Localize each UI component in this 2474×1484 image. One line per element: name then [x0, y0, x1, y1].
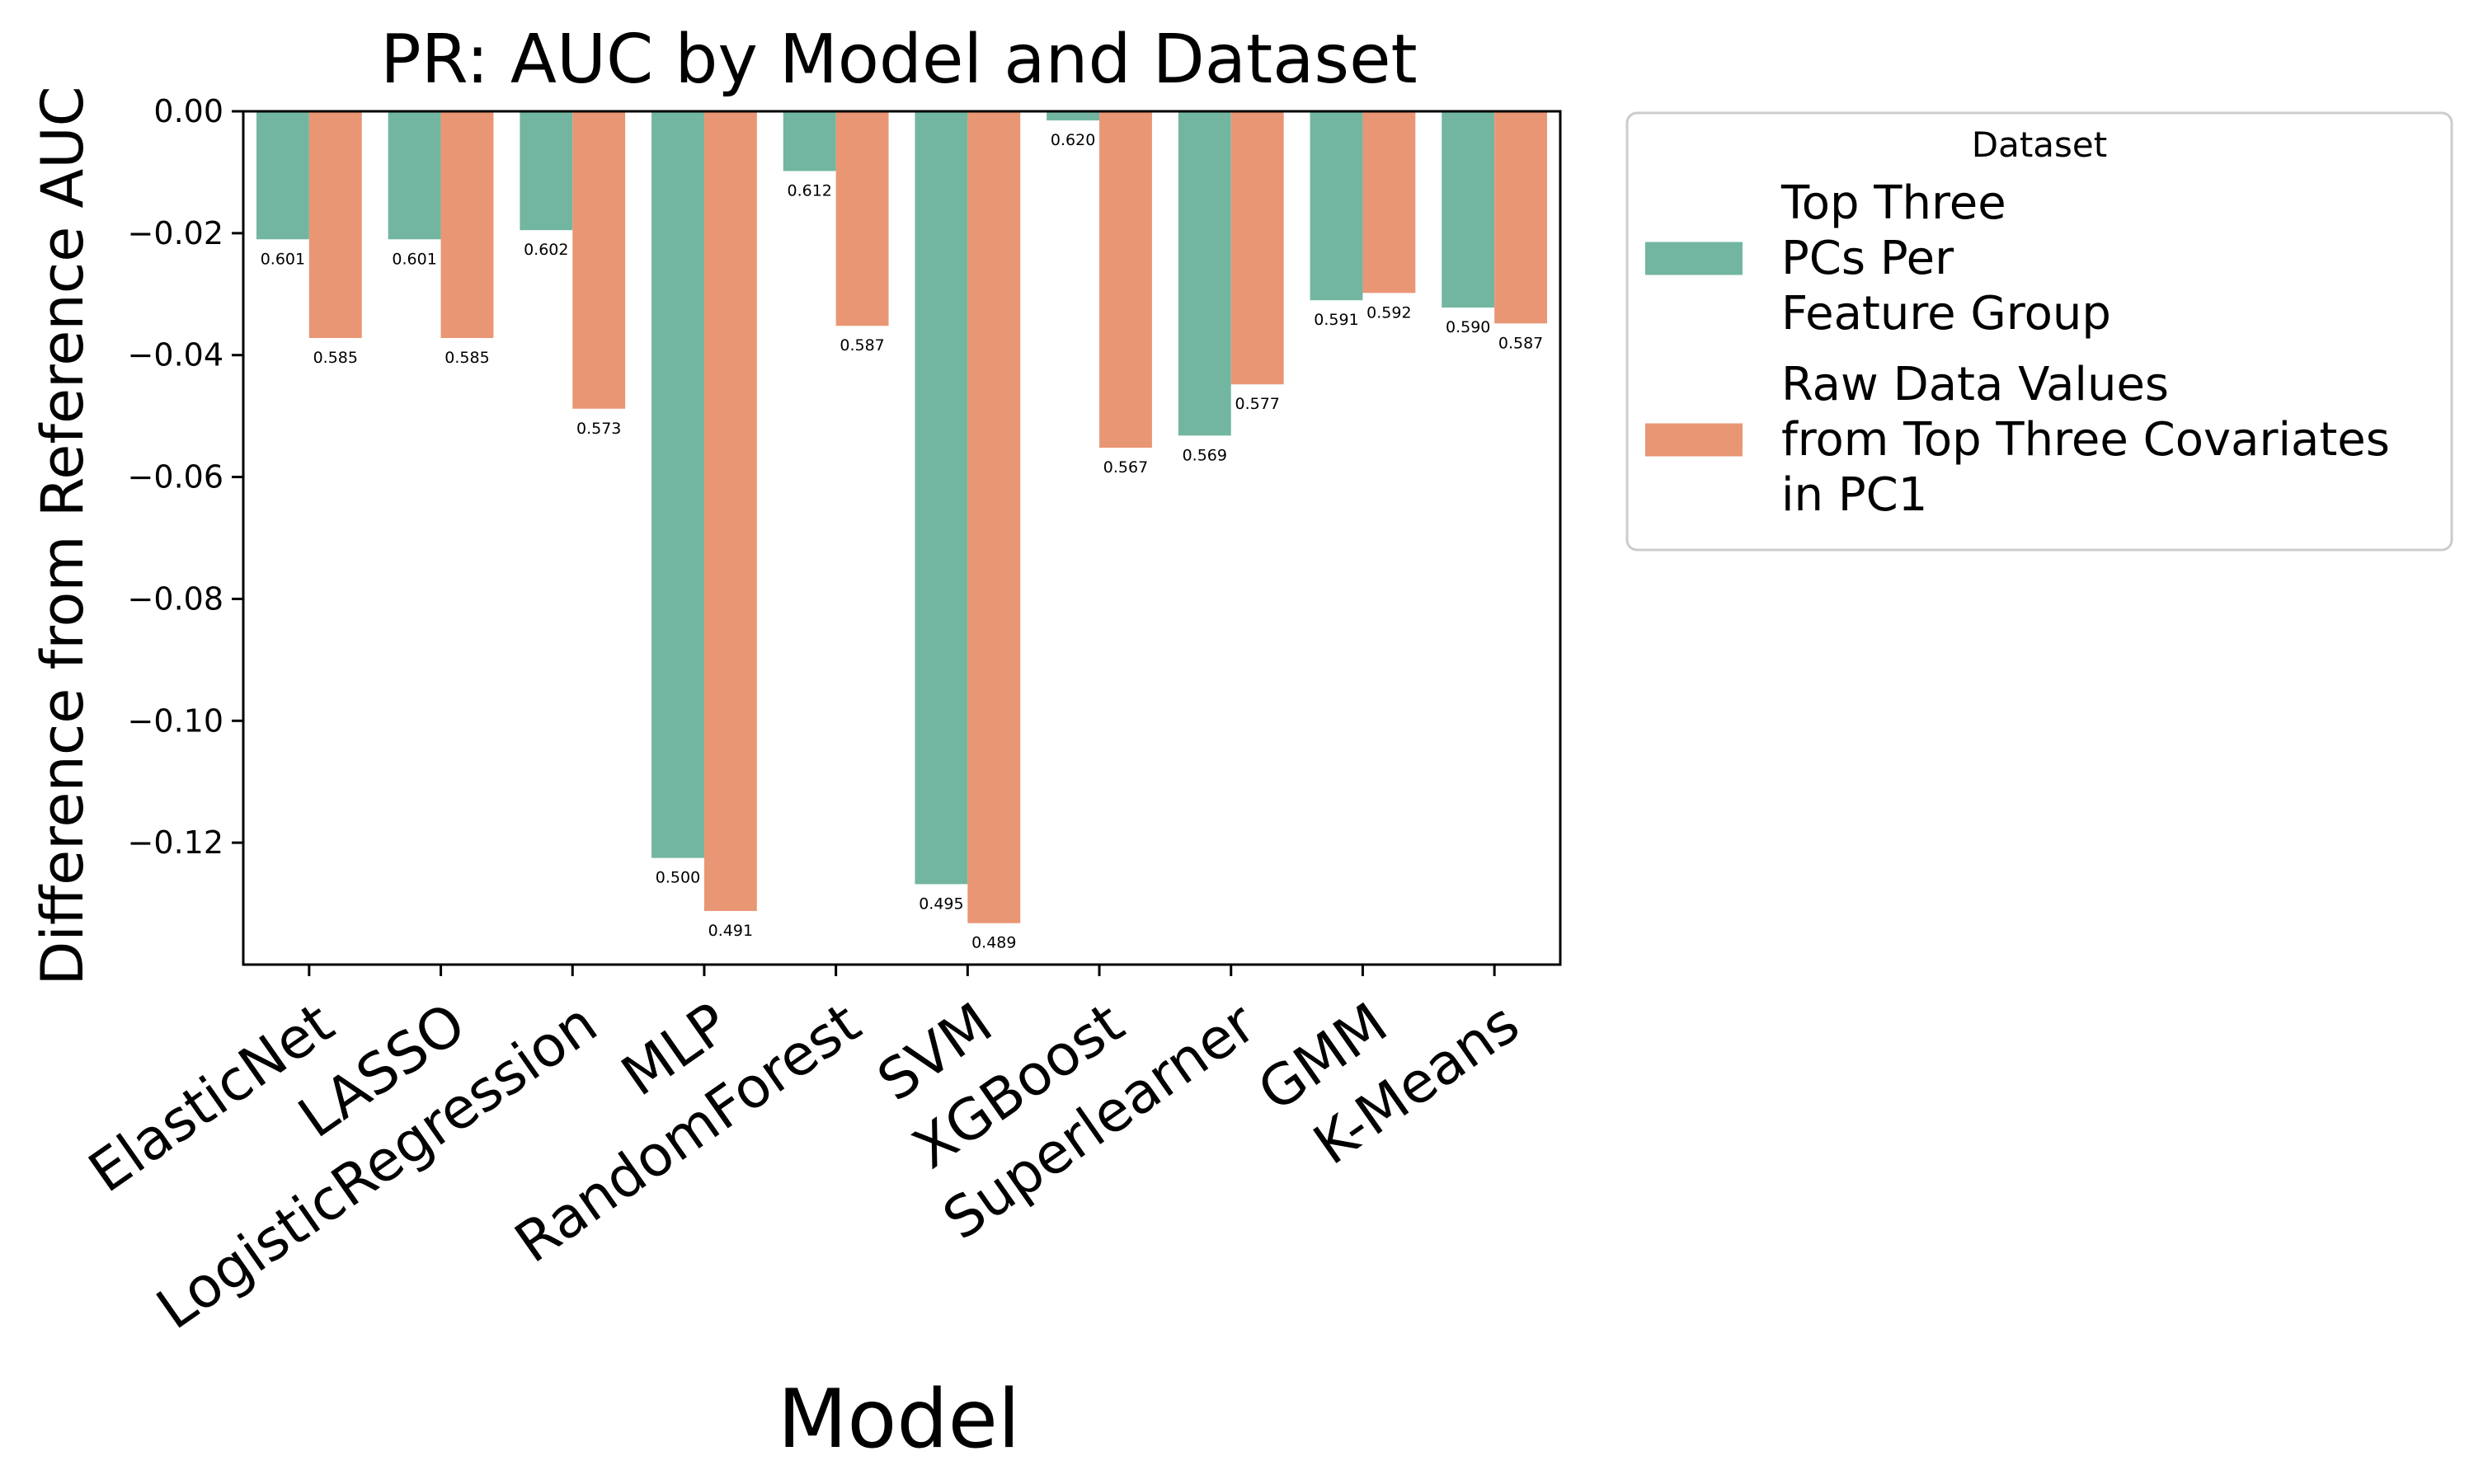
- bar-series2: [835, 111, 889, 326]
- bar-value-label: 0.601: [261, 250, 305, 268]
- bar-value-label: 0.620: [1051, 131, 1095, 149]
- bar-series1: [651, 111, 704, 858]
- bar-series2: [572, 111, 626, 409]
- bar-value-label: 0.577: [1235, 395, 1279, 413]
- bar-value-label: 0.569: [1183, 446, 1227, 464]
- bar-series1: [915, 111, 968, 885]
- bar-series2: [1099, 111, 1152, 448]
- bar-value-label: 0.590: [1446, 318, 1490, 336]
- plot-area: 0.601 0.601 0.602 0.500 0.612 0.495 0.620 0.569…: [78, 93, 1562, 1342]
- bars: [256, 111, 1548, 923]
- plot-frame: [242, 110, 1562, 966]
- bar-value-label: 0.573: [576, 420, 621, 438]
- bar-value-label: 0.489: [971, 934, 1016, 952]
- bar-value-label: 0.601: [392, 250, 436, 268]
- bar-series2: [1362, 111, 1416, 294]
- bar-series1: [388, 111, 441, 240]
- legend-swatch: [1645, 242, 1743, 275]
- y-tick-label: −0.10: [128, 702, 223, 739]
- bar-value-label: 0.585: [313, 349, 358, 367]
- bar-series2: [967, 111, 1021, 923]
- bar-series2: [308, 111, 362, 339]
- bar-labels: 0.601 0.601 0.602 0.500 0.612 0.495 0.620 0.569…: [261, 131, 1544, 952]
- y-tick-label: −0.08: [128, 580, 223, 617]
- legend: Dataset Top Three PCs Per Feature Group Raw…: [1625, 111, 2453, 552]
- legend-label: Top Three PCs Per Feature Group: [1780, 176, 2111, 340]
- bar-value-label: 0.602: [524, 241, 568, 259]
- bar-value-label: 0.591: [1314, 311, 1358, 329]
- bar-series1: [1442, 111, 1495, 308]
- bar-value-label: 0.587: [840, 336, 884, 355]
- y-tick-label: −0.06: [128, 459, 223, 495]
- bar-value-label: 0.491: [708, 922, 753, 940]
- legend-swatch: [1645, 423, 1743, 457]
- bar-value-label: 0.587: [1498, 334, 1543, 352]
- y-tick-label: −0.02: [128, 215, 223, 251]
- bar-value-label: 0.495: [919, 895, 963, 913]
- bar-series1: [520, 111, 573, 231]
- y-tick-label: 0.00: [153, 93, 223, 129]
- bar-value-label: 0.567: [1103, 458, 1148, 477]
- bar-value-label: 0.500: [656, 869, 700, 887]
- bar-series2: [703, 111, 757, 911]
- bar-series1: [783, 111, 836, 171]
- y-axis: 0.00 −0.02 −0.04 −0.06 −0.08 −0.10 −0.12: [128, 93, 243, 861]
- y-tick-label: −0.04: [128, 337, 223, 373]
- bar-value-label: 0.592: [1366, 303, 1411, 322]
- bar-series2: [440, 111, 494, 339]
- bar-series1: [1310, 111, 1363, 301]
- x-axis-label: Model: [778, 1373, 1020, 1467]
- legend-title: Dataset: [1972, 124, 2107, 165]
- bar-series1: [1178, 111, 1231, 436]
- bar-series1: [256, 111, 309, 240]
- bar-value-label: 0.612: [788, 181, 832, 200]
- y-axis-label: Difference from Reference AUC: [29, 86, 96, 985]
- legend-box: [1625, 111, 2453, 552]
- legend-items: Top Three PCs Per Feature Group Raw Data Va…: [1645, 176, 2390, 522]
- bar-series2: [1230, 111, 1284, 385]
- bar-value-label: 0.585: [444, 349, 489, 367]
- legend-label: Raw Data Values from Top Three Covariates…: [1781, 358, 2390, 522]
- bar-series2: [1494, 111, 1548, 324]
- bar-series1: [1047, 111, 1100, 121]
- y-tick-label: −0.12: [128, 824, 223, 861]
- chart-title: PR: AUC by Model and Dataset: [380, 21, 1417, 99]
